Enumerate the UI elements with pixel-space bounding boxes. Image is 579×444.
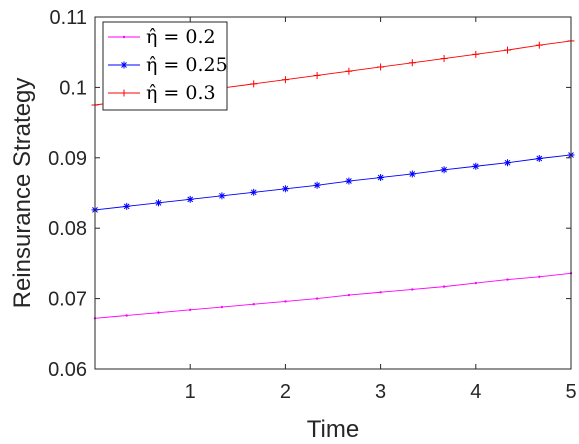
data-point-1-8	[345, 177, 353, 185]
series-line-0	[94, 272, 572, 319]
data-point-0-7	[315, 297, 319, 300]
data-point-1-3	[186, 195, 194, 203]
x-axis-ticks: 1 2 3 4 5	[185, 17, 577, 403]
x-tick-label: 4	[470, 381, 481, 403]
data-point-1-9	[377, 174, 385, 182]
data-point-0-8	[347, 293, 351, 297]
data-point-1-5	[250, 188, 258, 196]
data-point-1-14	[535, 155, 543, 163]
data-point-2-13	[504, 46, 512, 54]
data-point-1-7	[313, 181, 321, 189]
data-point-0-14	[538, 275, 541, 278]
x-tick-label: 3	[375, 381, 386, 403]
data-point-0-10	[411, 288, 414, 291]
data-point-2-10	[408, 59, 416, 67]
data-point-0-11	[442, 285, 446, 288]
data-point-1-10	[408, 170, 416, 178]
data-point-2-9	[377, 63, 385, 71]
x-tick-label: 1	[185, 381, 196, 403]
data-point-0-13	[506, 278, 509, 281]
data-point-2-14	[535, 41, 543, 49]
legend-marker-1	[120, 61, 128, 69]
data-point-1-11	[440, 166, 448, 174]
legend: η̂ = 0.2 η̂ = 0.25 η̂ = 0.3	[102, 21, 228, 111]
legend-marker-2	[120, 89, 128, 97]
y-axis-label: Reinsurance Strategy	[9, 78, 36, 309]
x-axis-label: Time	[307, 416, 359, 443]
data-point-1-2	[154, 199, 162, 207]
y-tick-label: 0.08	[48, 218, 87, 240]
y-tick-label: 0.09	[48, 148, 87, 170]
legend-label-0: η̂ = 0.2	[146, 26, 216, 48]
data-point-2-8	[345, 67, 353, 75]
data-point-1-1	[123, 202, 131, 210]
data-point-2-5	[250, 80, 258, 88]
data-point-0-5	[252, 303, 255, 306]
legend-label-2: η̂ = 0.3	[146, 82, 216, 104]
data-point-0-1	[125, 314, 128, 317]
data-point-0-4	[220, 305, 224, 309]
data-point-0-9	[379, 291, 382, 294]
y-tick-label: 0.1	[59, 77, 87, 99]
legend-item-1: η̂ = 0.25	[108, 54, 228, 76]
legend-item-2: η̂ = 0.3	[108, 82, 216, 104]
legend-label-1: η̂ = 0.25	[146, 54, 228, 76]
data-point-2-12	[472, 50, 480, 58]
data-point-1-4	[218, 192, 226, 200]
data-point-2-7	[313, 71, 321, 79]
series-line-1	[94, 154, 572, 211]
x-tick-label: 2	[280, 381, 291, 403]
legend-marker-0	[122, 35, 126, 39]
plot-frame	[94, 16, 572, 370]
data-point-0-2	[157, 311, 160, 314]
series-1	[91, 151, 575, 214]
x-tick-label: 5	[565, 381, 576, 403]
y-axis-ticks: 0.06 0.07 0.08 0.09 0.1 0.11	[48, 7, 571, 381]
data-point-2-11	[440, 55, 448, 63]
legend-item-0: η̂ = 0.2	[108, 26, 216, 48]
y-tick-label: 0.07	[48, 289, 87, 311]
data-point-0-12	[474, 281, 477, 285]
y-tick-label: 0.06	[48, 359, 87, 381]
data-point-0-6	[284, 300, 287, 303]
data-point-2-6	[281, 76, 289, 84]
legend-items: η̂ = 0.2 η̂ = 0.25 η̂ = 0.3	[108, 26, 228, 104]
data-point-1-12	[472, 162, 480, 170]
data-point-1-6	[281, 185, 289, 193]
data-point-1-13	[504, 159, 512, 167]
series-0	[93, 272, 573, 320]
data-point-0-3	[189, 308, 192, 312]
y-tick-label: 0.11	[50, 7, 87, 29]
